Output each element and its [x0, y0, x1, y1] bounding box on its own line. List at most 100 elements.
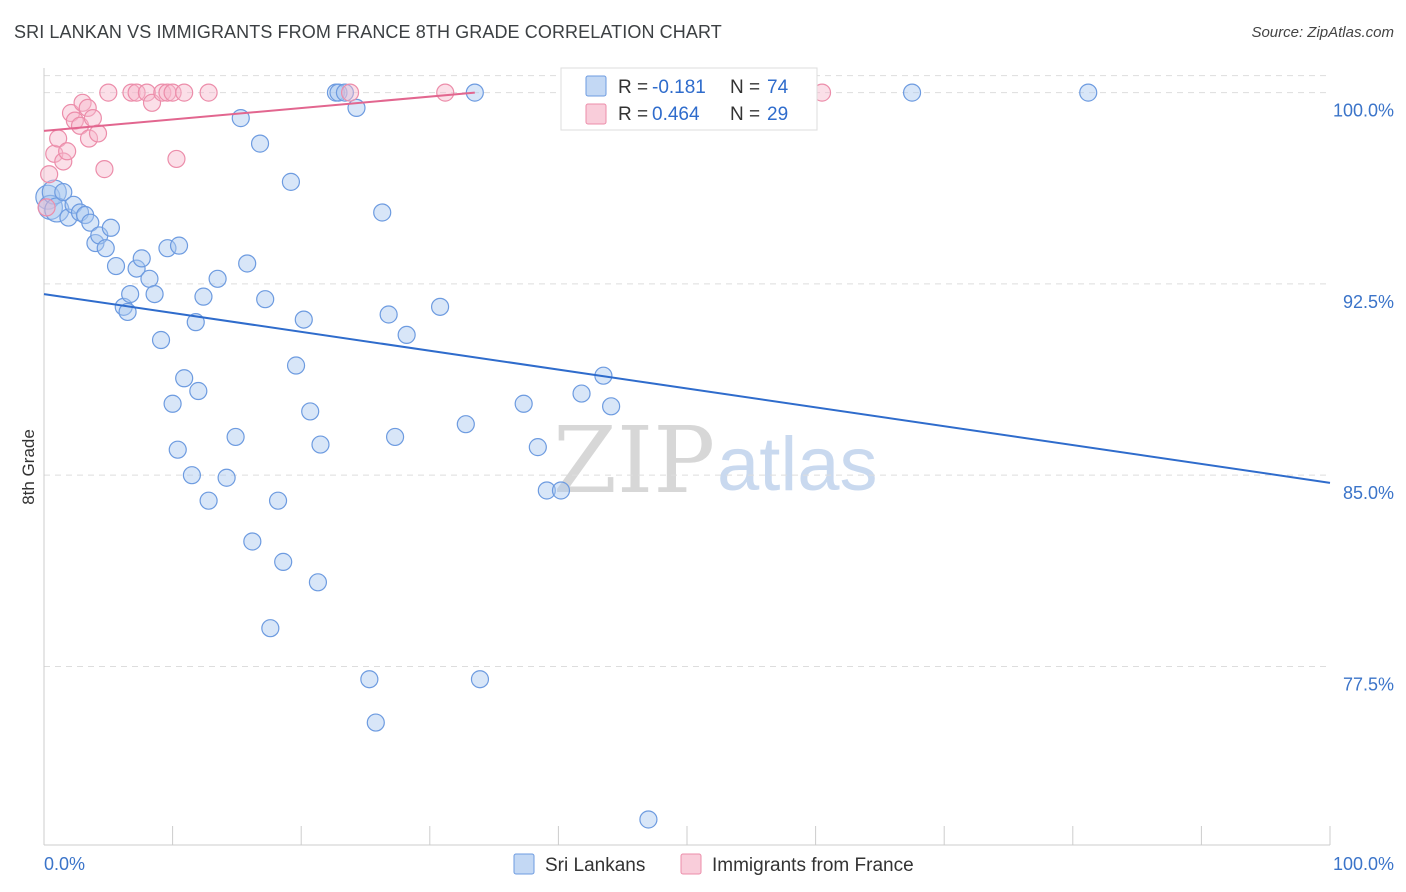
point-immigrants-france	[199, 83, 218, 102]
point-immigrants-france	[340, 83, 360, 102]
point-sri-lankans	[140, 269, 159, 288]
point-immigrants-france	[122, 83, 141, 102]
point-sri-lankans	[456, 415, 475, 434]
legend-n-label-2: N =	[730, 104, 760, 125]
point-sri-lankans	[274, 552, 293, 571]
trend-lines	[43, 91, 1331, 484]
y-tick-labels: 77.5% 85.0% 92.5% 100.0%	[1333, 101, 1394, 695]
point-immigrants-france	[79, 129, 99, 148]
point-sri-lankans	[514, 394, 533, 413]
point-immigrants-france	[73, 93, 92, 112]
point-sri-lankans	[158, 239, 177, 258]
point-immigrants-france	[40, 165, 59, 184]
point-immigrants-france	[65, 111, 84, 130]
legend-r-value-1: -0.181	[652, 77, 706, 98]
point-sri-lankans	[397, 325, 416, 345]
point-immigrants-france	[436, 83, 455, 102]
point-sri-lankans	[168, 440, 187, 459]
point-immigrants-france	[37, 198, 56, 217]
point-sri-lankans	[311, 435, 330, 454]
point-sri-lankans	[127, 259, 146, 278]
point-sri-lankans	[81, 213, 100, 232]
point-sri-lankans	[106, 256, 126, 276]
point-sri-lankans	[54, 182, 73, 202]
watermark-zip: ZIP	[553, 407, 715, 514]
point-sri-lankans	[208, 269, 227, 288]
x-tick-label-max: 100.0%	[1333, 854, 1394, 874]
source-label: Source: ZipAtlas.com	[1251, 24, 1394, 41]
point-sri-lankans	[238, 254, 257, 273]
point-immigrants-france	[153, 83, 172, 102]
trend-line-sri-lankans	[43, 293, 1331, 484]
point-sri-lankans	[101, 218, 120, 237]
bottom-legend-label-sri-lankans: Sri Lankans	[545, 855, 645, 876]
y-axis-label: 8th Grade	[19, 429, 38, 505]
y-tick-label: 92.5%	[1343, 292, 1394, 312]
point-sri-lankans	[163, 394, 182, 413]
point-sri-lankans	[379, 305, 398, 324]
point-sri-lankans	[639, 810, 658, 829]
point-sri-lankans	[281, 172, 301, 191]
point-sri-lankans	[250, 134, 270, 153]
point-sri-lankans	[366, 713, 385, 732]
point-sri-lankans	[145, 284, 164, 304]
y-tick-label: 100.0%	[1333, 101, 1394, 121]
point-sri-lankans	[175, 369, 194, 388]
point-sri-lankans	[268, 491, 288, 510]
point-sri-lankans	[261, 619, 280, 638]
point-sri-lankans	[551, 481, 571, 500]
point-sri-lankans	[96, 239, 115, 258]
point-sri-lankans	[256, 290, 275, 309]
legend-r-value-2: 0.464	[652, 104, 700, 125]
point-sri-lankans	[308, 573, 328, 592]
trend-line-immigrants-france	[43, 91, 475, 132]
point-sri-lankans	[294, 310, 313, 329]
y-tick-label: 85.0%	[1343, 483, 1394, 503]
point-immigrants-france	[127, 83, 146, 102]
point-sri-lankans	[301, 402, 320, 421]
point-sri-lankans	[121, 284, 140, 304]
point-sri-lankans	[194, 287, 213, 306]
point-immigrants-france	[88, 124, 108, 143]
point-sri-lankans	[189, 381, 208, 401]
point-sri-lankans	[169, 236, 189, 255]
point-sri-lankans	[537, 481, 556, 500]
legend-swatch-sri-lankans	[585, 75, 607, 97]
point-immigrants-france	[95, 160, 114, 179]
point-sri-lankans	[1079, 83, 1098, 102]
legend-n-label-1: N =	[730, 77, 760, 98]
gridlines	[44, 75, 1330, 667]
point-sri-lankans	[243, 532, 262, 551]
bottom-legend-swatch-sri-lankans	[513, 853, 535, 875]
point-sri-lankans	[151, 330, 171, 350]
legend-r-label-1: R =	[618, 77, 648, 98]
chart-title: SRI LANKAN VS IMMIGRANTS FROM FRANCE 8TH…	[14, 22, 722, 42]
point-immigrants-france	[83, 109, 102, 128]
point-sri-lankans	[182, 466, 201, 485]
point-sri-lankans	[528, 438, 547, 457]
point-sri-lankans	[572, 384, 591, 403]
point-sri-lankans	[430, 297, 450, 316]
bottom-legend: Sri Lankans Immigrants from France	[513, 853, 914, 876]
point-sri-lankans	[217, 468, 236, 487]
y-tick-label: 77.5%	[1343, 674, 1394, 694]
point-sri-lankans	[470, 670, 490, 689]
watermark-atlas: atlas	[717, 422, 878, 507]
point-immigrants-france	[99, 83, 118, 102]
point-sri-lankans	[373, 203, 392, 222]
legend-r-label-2: R =	[618, 104, 648, 125]
legend-swatch-immigrants-france	[585, 103, 607, 125]
point-immigrants-france	[78, 98, 97, 118]
point-sri-lankans	[132, 249, 151, 268]
point-immigrants-france	[58, 142, 77, 161]
point-immigrants-france	[137, 83, 156, 102]
point-sri-lankans	[902, 83, 922, 102]
point-sri-lankans	[286, 356, 306, 375]
point-sri-lankans	[226, 427, 245, 447]
point-sri-lankans	[199, 491, 218, 510]
point-immigrants-france	[167, 149, 186, 169]
bottom-legend-swatch-immigrants-france	[680, 853, 702, 875]
point-sri-lankans	[335, 83, 355, 102]
bottom-legend-label-immigrants-france: Immigrants from France	[712, 855, 914, 876]
